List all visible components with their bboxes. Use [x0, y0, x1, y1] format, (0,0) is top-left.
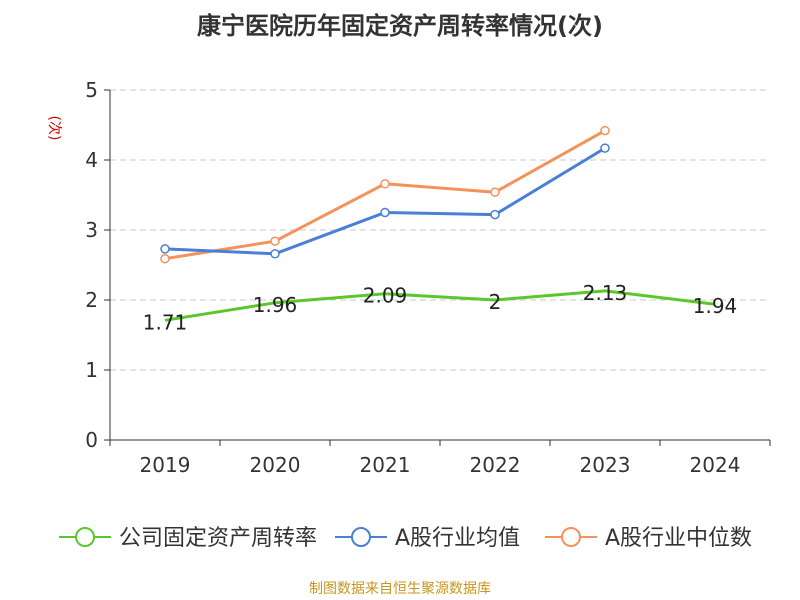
legend-item[interactable]: A股行业均值 — [335, 526, 520, 551]
data-point — [380, 207, 390, 218]
legend-marker-icon — [351, 527, 371, 547]
data-point — [490, 209, 500, 220]
data-point — [270, 236, 280, 246]
x-tick-label: 2021 — [360, 453, 411, 477]
y-axis-label: (次) — [46, 116, 62, 141]
axes: 0 1 2 3 4 5 2019 2020 2021 2022 2023 2024 (次) — [46, 78, 771, 477]
data-label: 1.71 — [143, 310, 188, 334]
legend-item[interactable]: A股行业中位数 — [545, 526, 752, 551]
x-tick-label: 2023 — [580, 453, 631, 477]
data-point — [160, 253, 170, 264]
data-labels: 1.71 1.96 2.09 2 2.13 1.94 — [143, 281, 738, 334]
data-label: 1.96 — [253, 293, 298, 317]
data-point — [270, 249, 280, 259]
data-label: 2.13 — [583, 281, 628, 305]
y-tick-label: 1 — [85, 358, 98, 382]
x-tick-label: 2024 — [690, 453, 741, 477]
series-line — [164, 289, 716, 322]
data-point — [600, 143, 610, 153]
x-tick-label: 2020 — [250, 453, 301, 477]
chart-title: 康宁医院历年固定资产周转率情况(次) — [197, 12, 603, 40]
gridlines — [110, 89, 770, 371]
legend-item[interactable]: 公司固定资产周转率 — [59, 526, 317, 551]
legend: 公司固定资产周转率 A股行业均值 A股行业中位数 — [59, 526, 752, 551]
series-line — [164, 129, 606, 261]
data-label: 1.94 — [693, 294, 738, 318]
series-layer — [160, 125, 716, 322]
x-tick-label: 2022 — [470, 453, 521, 477]
legend-marker-icon — [75, 527, 95, 547]
data-label: 2.09 — [363, 284, 408, 308]
y-tick-label: 4 — [85, 148, 98, 172]
data-label: 2 — [489, 290, 502, 314]
y-tick-label: 5 — [85, 78, 98, 102]
y-tick-label: 0 — [85, 428, 98, 452]
y-tick-label: 3 — [85, 218, 98, 242]
legend-label: A股行业均值 — [395, 526, 520, 551]
data-point — [600, 125, 610, 136]
data-point — [380, 179, 390, 189]
y-tick-label: 2 — [85, 288, 98, 312]
data-point — [490, 187, 500, 197]
data-point — [160, 244, 170, 254]
source-note: 制图数据来自恒生聚源数据库 — [309, 581, 491, 597]
legend-label: A股行业中位数 — [605, 526, 752, 551]
series-line — [164, 146, 606, 256]
legend-label: 公司固定资产周转率 — [119, 526, 317, 551]
x-tick-label: 2019 — [140, 453, 191, 477]
legend-marker-icon — [561, 527, 581, 547]
